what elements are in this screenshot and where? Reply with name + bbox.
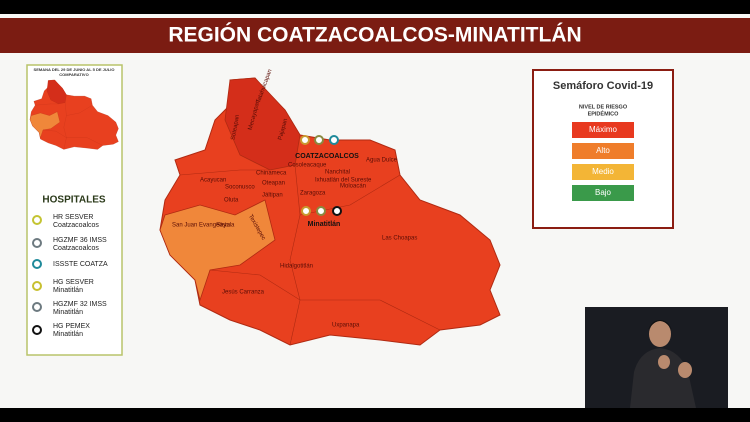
hospital-place: Coatzacoalcos	[53, 222, 99, 229]
title-bar	[0, 18, 750, 53]
title: REGIÓN COATZACOALCOS-MINATITLÁN	[168, 23, 581, 47]
map-label: Moloacán	[340, 184, 366, 190]
map-label: Oteapan	[262, 181, 285, 187]
map-label: Las Choapas	[382, 236, 417, 242]
map-label: Acayucan	[200, 178, 226, 184]
map-label: Pajapan	[278, 118, 289, 141]
semaforo-title: Semáforo Covid-19	[553, 80, 653, 92]
level-max	[572, 122, 634, 138]
level-label: Medio	[592, 167, 614, 176]
hospital-name: HGZMF 36 IMSS	[53, 237, 107, 244]
hospitals-title: HOSPITALES	[42, 195, 105, 206]
level-high	[572, 143, 634, 159]
map-label: Oluta	[224, 198, 239, 204]
hospital-name: HR SESVER	[53, 214, 93, 221]
hospital-place: Coatzacoalcos	[53, 245, 99, 252]
map-label: COATZACOALCOS	[295, 153, 359, 160]
level-label: Máximo	[589, 125, 618, 134]
map-label: Chinameca	[256, 171, 287, 177]
map-label: Zaragoza	[300, 191, 326, 197]
semaforo-subtitle: EPIDÉMICO	[588, 109, 620, 117]
hospital-name: ISSSTE COATZA	[53, 261, 108, 268]
map-label: Uxpanapa	[332, 323, 360, 329]
level-low	[572, 185, 634, 201]
map-label: Jesús Carranza	[222, 290, 265, 296]
hospital-name: HG PEMEX	[53, 323, 90, 330]
map-label: Sayula	[216, 223, 235, 229]
map-label: San Juan Evangelista	[172, 223, 231, 229]
letterbox-bottom	[0, 408, 750, 422]
hospital-name: HGZMF 32 IMSS	[53, 301, 107, 308]
hospital-place: Minatitlán	[53, 287, 83, 294]
map-label: Agua Dulce	[366, 158, 398, 164]
hospital-place: Minatitlán	[53, 331, 83, 338]
map-label: Soteapan	[231, 114, 241, 140]
level-label: Bajo	[595, 188, 612, 197]
letterbox-top	[0, 0, 750, 14]
inset-caption: SEMANA DEL 29 DE JUNIO AL 5 DE JULIO	[34, 67, 115, 72]
hospital-place: Minatitlán	[53, 309, 83, 316]
interpreter-video	[585, 307, 728, 408]
map-label: Cosoleacaque	[288, 163, 327, 169]
level-medium	[572, 164, 634, 180]
map-label: Ixhuatlán del Sureste	[315, 178, 372, 184]
map-label: Hidalgotitlán	[280, 264, 313, 270]
hospital-pins	[300, 135, 342, 216]
map-label: Minatitlán	[308, 221, 341, 228]
map-label: Soconusco	[225, 185, 255, 191]
semaforo-subtitle: NIVEL DE RIESGO	[579, 104, 628, 110]
inset-caption: COMPARATIVO	[59, 72, 88, 77]
level-label: Alto	[596, 146, 610, 155]
map-label: Jáltipan	[262, 193, 283, 199]
hospital-name: HG SESVER	[53, 279, 94, 286]
map-label: Nanchital	[325, 170, 350, 176]
